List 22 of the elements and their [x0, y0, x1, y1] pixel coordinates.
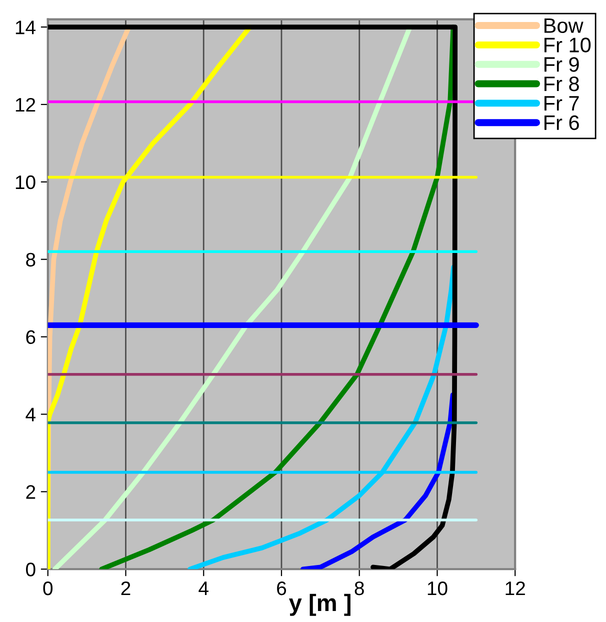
legend-label: Fr 9	[544, 57, 579, 72]
y-tick-label: 8	[26, 252, 36, 267]
x-tick-label: 8	[354, 581, 364, 596]
x-tick-label: 4	[198, 582, 208, 596]
y-tick-label: 14	[16, 20, 36, 34]
x-axis-title: y [m ]	[288, 594, 350, 616]
x-tick-label: 6	[277, 581, 286, 596]
legend-label: Fr 10	[544, 38, 591, 52]
legend-label: Fr 6	[544, 115, 579, 130]
x-tick-label: 12	[506, 581, 525, 596]
x-tick-label: 2	[121, 581, 130, 596]
y-tick-label: 12	[16, 98, 36, 112]
x-tick-label: 10	[428, 581, 448, 596]
y-tick-label: 10	[16, 175, 36, 190]
legend-label: Fr 8	[544, 76, 579, 92]
legend-label: Bow	[544, 18, 584, 33]
x-tick-label: 0	[43, 581, 53, 596]
y-tick-label: 0	[26, 562, 36, 576]
y-tick-label: 6	[26, 330, 36, 344]
y-tick-label: 2	[26, 485, 36, 499]
legend-label: Fr 7	[544, 96, 579, 110]
y-tick-label: 4	[26, 408, 36, 422]
